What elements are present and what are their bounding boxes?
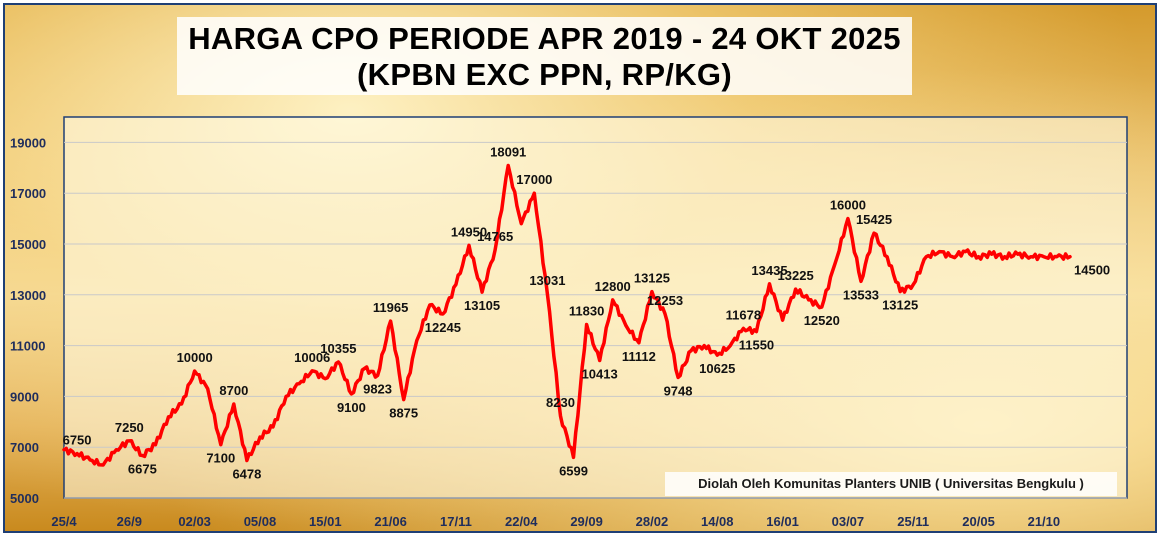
data-label: 11550 [739, 338, 774, 353]
data-label: 9100 [337, 400, 366, 415]
x-tick-label: 16/01 [766, 514, 799, 529]
x-tick-label: 21/06 [374, 514, 407, 529]
data-label: 7100 [206, 451, 235, 466]
x-tick-label: 25/4 [51, 514, 77, 529]
data-label: 14765 [477, 229, 513, 244]
grid-lines [64, 141, 1127, 499]
data-label: 8230 [546, 395, 575, 410]
y-tick-label: 7000 [10, 440, 39, 455]
data-label: 13105 [464, 298, 500, 313]
data-label: 6478 [232, 466, 261, 481]
x-tick-label: 28/02 [636, 514, 669, 529]
data-label: 14950 [451, 224, 487, 239]
data-label: 10006 [294, 350, 330, 365]
data-label: 13125 [882, 298, 918, 313]
y-tick-label: 17000 [10, 186, 46, 201]
data-label: 6750 [63, 433, 92, 448]
data-label: 9823 [363, 381, 392, 396]
data-label: 12253 [647, 293, 683, 308]
chart-title: HARGA CPO PERIODE APR 2019 - 24 OKT 2025 [188, 21, 901, 56]
data-label: 12245 [425, 320, 461, 335]
data-label: 6675 [128, 461, 157, 476]
data-label: 13533 [843, 287, 879, 302]
data-label: 16000 [830, 198, 866, 213]
data-label: 7250 [115, 420, 144, 435]
data-label: 13435 [751, 263, 787, 278]
y-tick-label: 13000 [10, 288, 46, 303]
data-label: 13225 [778, 268, 814, 283]
y-tick-label: 11000 [10, 339, 45, 354]
y-tick-label: 15000 [10, 237, 46, 252]
data-label: 15425 [856, 212, 892, 227]
x-tick-label: 14/08 [701, 514, 734, 529]
data-label: 10413 [582, 367, 618, 382]
data-label: 18091 [490, 144, 526, 159]
data-label: 17000 [516, 172, 552, 187]
x-tick-label: 03/07 [832, 514, 865, 529]
x-tick-label: 26/9 [117, 514, 142, 529]
x-tick-label: 22/04 [505, 514, 538, 529]
data-label: 10355 [320, 341, 356, 356]
data-label: 10000 [177, 350, 213, 365]
data-label: 9748 [664, 383, 693, 398]
x-tick-label: 21/10 [1028, 514, 1061, 529]
x-tick-label: 29/09 [570, 514, 603, 529]
y-axis: 5000 7000 9000 11000 13000 15000 17000 19000 [10, 135, 46, 506]
data-label: 8700 [219, 383, 248, 398]
data-label: 6599 [559, 463, 588, 478]
x-tick-label: 17/11 [440, 514, 472, 529]
chart-subtitle: (KPBN EXC PPN, RP/KG) [357, 57, 732, 92]
data-label: 14500 [1074, 263, 1110, 278]
chart-title-box: HARGA CPO PERIODE APR 2019 - 24 OKT 2025… [177, 17, 912, 95]
y-tick-label: 5000 [10, 491, 39, 506]
x-tick-label: 25/11 [897, 514, 929, 529]
data-label: 11112 [622, 349, 656, 364]
data-label: 12800 [595, 279, 631, 294]
source-credit: Diolah Oleh Komunitas Planters UNIB ( Un… [665, 472, 1117, 496]
data-label: 11830 [569, 304, 604, 319]
x-tick-label: 05/08 [244, 514, 277, 529]
data-label: 10625 [699, 361, 735, 376]
x-tick-label: 15/01 [309, 514, 342, 529]
y-tick-label: 9000 [10, 389, 39, 404]
data-label: 11678 [726, 307, 761, 322]
x-tick-label: 02/03 [178, 514, 211, 529]
data-label: 8875 [389, 406, 418, 421]
data-label: 13125 [634, 271, 670, 286]
data-label: 11965 [373, 300, 408, 315]
x-axis: 25/4 26/9 02/03 05/08 15/01 21/06 17/11 22/04 29… [51, 514, 1060, 529]
price-series-line [62, 163, 1072, 467]
data-label: 13031 [529, 273, 565, 288]
data-label: 12520 [804, 313, 840, 328]
y-tick-label: 19000 [10, 135, 46, 150]
x-tick-label: 20/05 [962, 514, 995, 529]
